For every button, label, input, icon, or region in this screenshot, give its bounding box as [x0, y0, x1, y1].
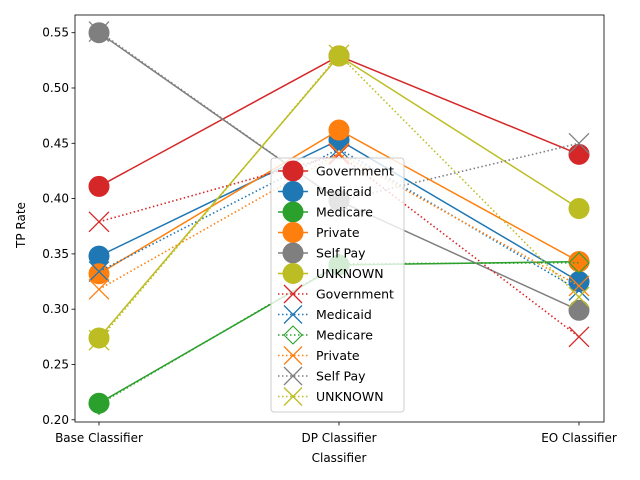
legend-entry: Government: [278, 284, 394, 304]
legend-entry: UNKNOWN: [278, 387, 384, 406]
legend-label: Self Pay: [316, 246, 366, 261]
legend-marker: [282, 263, 304, 284]
data-point: [88, 392, 110, 414]
series-6: [88, 143, 590, 348]
data-point: [568, 299, 590, 321]
data-point: [568, 271, 590, 293]
data-point: [88, 263, 110, 285]
legend-marker: [283, 284, 303, 304]
legend-label: Medicaid: [316, 184, 372, 199]
x-tick-label: EO Classifier: [541, 431, 617, 445]
data-point: [88, 393, 110, 416]
legend-entry: UNKNOWN: [278, 263, 384, 284]
data-point: [328, 44, 350, 66]
legend-box: [270, 157, 405, 413]
data-point: [88, 175, 110, 197]
legend-label: Medicare: [316, 205, 373, 220]
data-point: [88, 211, 110, 233]
x-tick-label: Base Classifier: [55, 431, 143, 445]
y-tick-label: 0.40: [42, 192, 69, 206]
plot-frame: [74, 14, 605, 423]
legend-entry: Government: [278, 160, 394, 182]
y-axis-label: TP Rate: [14, 202, 28, 249]
y-tick-label: 0.50: [42, 81, 69, 95]
y-tick-label: 0.20: [42, 413, 69, 427]
legend-marker: [282, 160, 304, 182]
legend-marker: [282, 222, 304, 243]
legend-entry: Medicare: [278, 201, 373, 223]
legend-marker: [283, 387, 303, 406]
y-axis-ticks: 0.20 0.25 0.30 0.35 0.40 0.45 0.50 0.55: [42, 26, 75, 427]
legend-entry: Self Pay: [278, 366, 366, 386]
legend-label: UNKNOWN: [316, 266, 384, 281]
y-tick-label: 0.25: [42, 357, 69, 371]
legend-label: UNKNOWN: [316, 389, 384, 404]
data-point: [568, 286, 590, 308]
legend-marker: [283, 346, 303, 365]
series-7: [88, 138, 590, 301]
data-point: [568, 198, 590, 220]
legend-marker: [282, 181, 304, 202]
legend-marker: [283, 366, 303, 386]
y-tick-label: 0.30: [42, 302, 69, 316]
data-point: [568, 326, 590, 348]
data-point: [88, 261, 110, 283]
legend-entry: Private: [278, 346, 360, 365]
legend-label: Private: [316, 348, 360, 363]
legend-label: Private: [316, 225, 360, 240]
axes-frame: [74, 14, 605, 423]
legend: Government Medicaid Medicare Private Self Pa…: [270, 157, 405, 413]
data-point: [328, 138, 350, 160]
legend-label: Government: [316, 287, 394, 302]
x-axis-ticks: Base Classifier DP Classifier EO Classifie…: [55, 422, 617, 445]
legend-marker: [282, 242, 304, 264]
legend-label: Government: [316, 164, 394, 179]
legend-entry: Private: [278, 222, 360, 243]
x-tick-label: DP Classifier: [301, 431, 376, 445]
series-3: [88, 119, 590, 285]
data-point: [568, 279, 590, 301]
x-axis-label: Classifier: [312, 451, 367, 465]
data-point: [88, 21, 110, 43]
data-point: [568, 132, 590, 154]
legend-entry: Medicare: [278, 325, 373, 345]
legend-entry: Medicaid: [278, 181, 372, 202]
series-11: [88, 44, 590, 351]
data-point: [568, 275, 590, 297]
legend-marker: [283, 305, 303, 324]
data-point: [88, 278, 110, 300]
legend-marker: [283, 325, 303, 345]
series-line: [98, 261, 580, 405]
data-point: [88, 22, 110, 44]
legend-label: Medicare: [316, 328, 373, 343]
data-point: [88, 327, 110, 349]
y-tick-label: 0.45: [42, 136, 69, 150]
legend-label: Medicaid: [316, 307, 372, 322]
data-point: [568, 251, 590, 274]
legend-entry: Self Pay: [278, 242, 366, 264]
data-point: [88, 245, 110, 267]
y-tick-label: 0.55: [42, 26, 69, 40]
data-point: [328, 119, 350, 141]
data-point: [88, 329, 110, 351]
legend-entry: Medicaid: [278, 305, 372, 324]
y-tick-label: 0.35: [42, 247, 69, 261]
data-point: [568, 143, 590, 165]
legend-label: Self Pay: [316, 369, 366, 384]
legend-marker: [282, 201, 304, 223]
data-point: [568, 251, 590, 273]
